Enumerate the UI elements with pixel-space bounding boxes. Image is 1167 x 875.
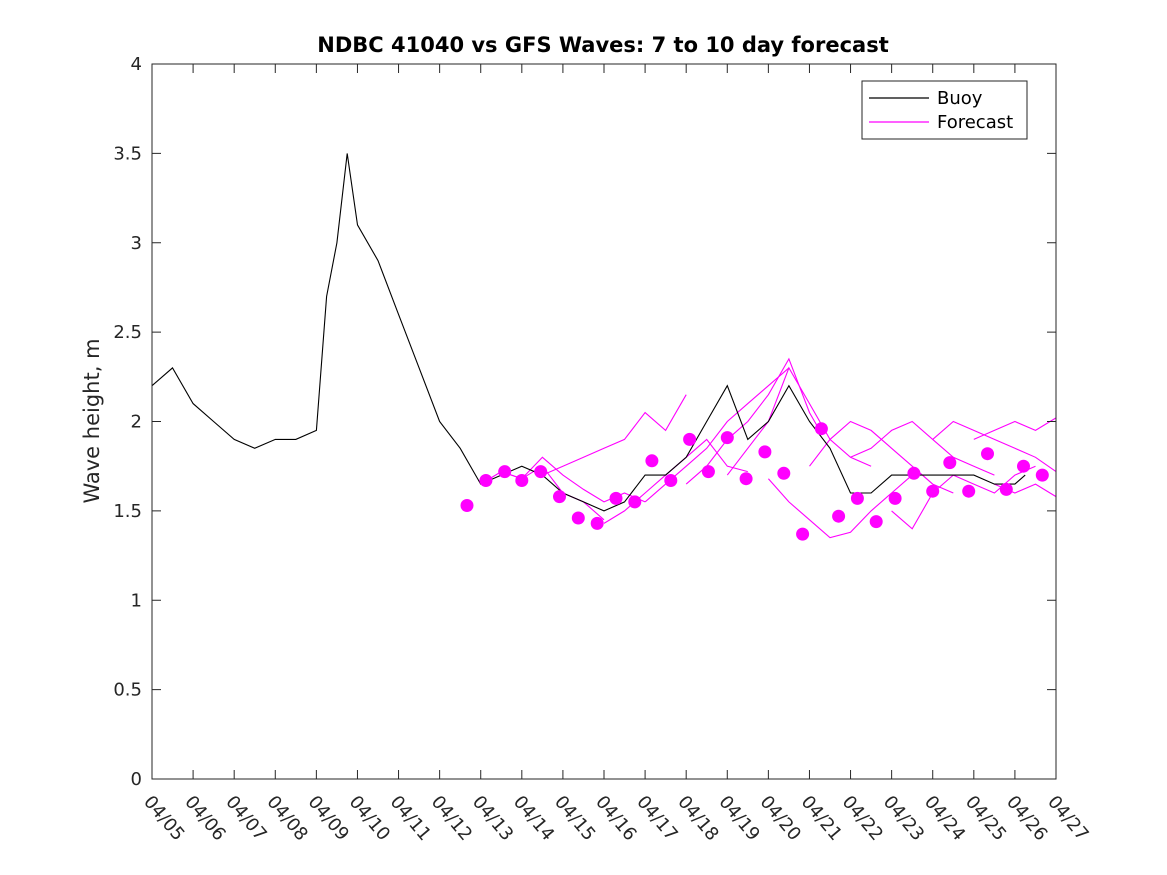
forecast-point bbox=[739, 472, 753, 486]
legend-box bbox=[861, 80, 1028, 140]
forecast-point bbox=[664, 474, 678, 487]
forecast-trace-2 bbox=[542, 394, 687, 476]
y-tick-label: 2.5 bbox=[113, 322, 142, 343]
forecast-trace-11 bbox=[932, 420, 1057, 473]
buoy-series bbox=[151, 153, 1026, 512]
y-tick-label: 2 bbox=[131, 412, 142, 433]
plot-area bbox=[152, 64, 1056, 779]
forecast-point bbox=[1035, 468, 1049, 482]
forecast-markers bbox=[460, 422, 1049, 541]
forecast-point bbox=[814, 422, 828, 436]
forecast-point bbox=[609, 491, 623, 505]
y-tick-label: 4 bbox=[131, 54, 142, 75]
legend-forecast-label: Forecast bbox=[937, 112, 1013, 133]
y-tick-label: 1 bbox=[131, 590, 142, 611]
forecast-point bbox=[683, 432, 697, 446]
forecast-point bbox=[720, 431, 734, 445]
forecast-point bbox=[832, 509, 846, 523]
forecast-point bbox=[981, 447, 994, 461]
forecast-point bbox=[534, 465, 548, 479]
forecast-trace-9 bbox=[850, 420, 995, 476]
forecast-point bbox=[498, 465, 512, 479]
forecast-point bbox=[571, 511, 585, 525]
forecast-point bbox=[515, 474, 529, 487]
legend-buoy-label: Buoy bbox=[937, 88, 983, 109]
forecast-point bbox=[943, 456, 957, 470]
forecast-point bbox=[869, 515, 883, 529]
forecast-point bbox=[850, 491, 864, 505]
y-tick-label: 3 bbox=[131, 233, 142, 254]
buoy-line bbox=[151, 153, 1026, 512]
y-axis-label: Wave height, m bbox=[80, 338, 104, 503]
forecast-trace-10 bbox=[891, 465, 1036, 530]
forecast-point bbox=[460, 499, 474, 512]
legend: Buoy Forecast bbox=[861, 80, 1028, 140]
forecast-point bbox=[888, 491, 902, 505]
y-tick-label: 0.5 bbox=[113, 680, 142, 701]
forecast-point bbox=[926, 484, 940, 498]
forecast-point bbox=[553, 490, 566, 504]
y-tick-label: 1.5 bbox=[113, 501, 142, 522]
forecast-point bbox=[962, 484, 976, 498]
forecast-point bbox=[999, 482, 1013, 496]
forecast-point bbox=[479, 474, 493, 487]
forecast-trace-5 bbox=[685, 357, 821, 485]
forecast-trace-6 bbox=[726, 366, 872, 476]
forecast-point bbox=[777, 466, 791, 480]
y-tick-label: 3.5 bbox=[113, 143, 142, 164]
y-tick-label: 0 bbox=[131, 769, 142, 790]
forecast-point bbox=[701, 465, 715, 479]
forecast-trace-7 bbox=[767, 474, 913, 539]
forecast-point bbox=[1017, 459, 1030, 473]
forecast-trace-12 bbox=[973, 417, 1057, 440]
forecast-point bbox=[758, 445, 772, 459]
forecast-lines bbox=[480, 357, 1057, 539]
forecast-point bbox=[628, 495, 642, 509]
forecast-point bbox=[590, 516, 604, 530]
forecast-point bbox=[796, 527, 810, 541]
plot-background bbox=[152, 64, 1056, 779]
chart-title: NDBC 41040 vs GFS Waves: 7 to 10 day for… bbox=[317, 33, 888, 57]
forecast-point bbox=[645, 454, 659, 468]
forecast-point bbox=[907, 466, 921, 480]
